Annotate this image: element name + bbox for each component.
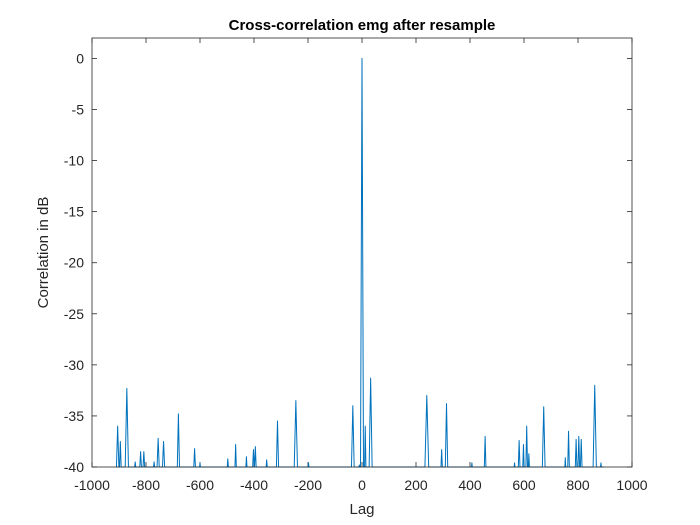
x-tick-label: 200: [404, 477, 428, 493]
x-axis: -1000 -800 -600 -400 -200 0 200 400 600 800 1000: [74, 38, 648, 493]
y-axis: 0 -5 -10 -15 -20 -25 -30 -35 -40: [64, 50, 632, 475]
x-tick-label: 400: [458, 477, 482, 493]
y-tick-label: -15: [64, 204, 84, 220]
chart-title: Cross-correlation emg after resample: [229, 17, 496, 34]
y-tick-label: -30: [64, 357, 84, 373]
x-tick-label: -1000: [74, 477, 110, 493]
x-tick-label: 0: [358, 477, 366, 493]
y-tick-label: -35: [64, 408, 84, 424]
x-tick-label: 1000: [616, 477, 647, 493]
y-axis-label: Correlation in dB: [35, 197, 52, 309]
x-tick-label: 600: [512, 477, 536, 493]
x-tick-label: -200: [294, 477, 322, 493]
y-tick-label: -40: [64, 459, 84, 475]
x-axis-label: Lag: [349, 501, 374, 518]
y-tick-label: -20: [64, 255, 84, 271]
x-tick-label: 800: [566, 477, 590, 493]
plot-frame: [91, 37, 633, 468]
y-tick-label: 0: [76, 50, 84, 66]
x-tick-label: -400: [240, 477, 268, 493]
x-tick-label: -800: [132, 477, 160, 493]
y-tick-label: -10: [64, 153, 84, 169]
x-tick-label: -600: [186, 477, 214, 493]
y-tick-label: -25: [64, 306, 84, 322]
y-tick-label: -5: [72, 102, 85, 118]
